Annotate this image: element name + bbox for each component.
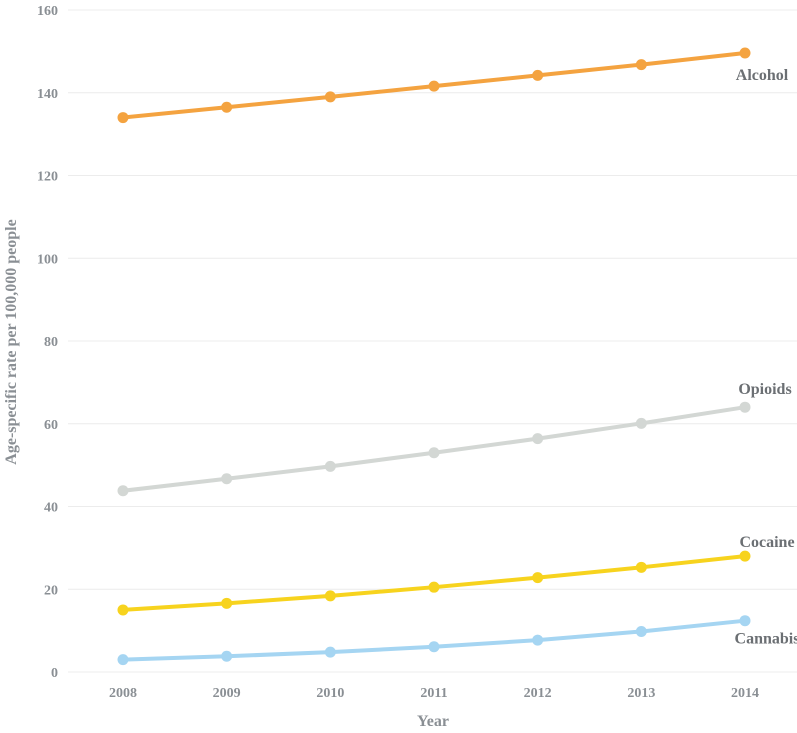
series-cocaine: Cocaine	[117, 534, 795, 616]
y-tick-label: 140	[37, 87, 58, 102]
grid	[68, 9, 797, 673]
y-tick-label: 20	[44, 583, 58, 598]
cocaine-point	[739, 550, 751, 562]
cannabis-point	[532, 634, 544, 646]
x-tick-label: 2009	[213, 686, 241, 701]
x-axis-title: Year	[417, 713, 449, 730]
cocaine-point	[324, 590, 336, 602]
y-tick-label: 100	[37, 252, 58, 267]
opioids-point	[739, 401, 751, 413]
cannabis-line	[121, 618, 747, 662]
series-group: Alcohol Opioids Cocaine Cannabis	[117, 47, 797, 666]
cocaine-point	[532, 572, 544, 584]
alcohol-point	[428, 80, 440, 92]
x-tick-label: 2010	[316, 686, 344, 701]
x-tick-label: 2008	[109, 686, 137, 701]
x-tick-label: 2011	[420, 686, 447, 701]
y-tick-label: 40	[44, 501, 58, 516]
cocaine-point	[428, 581, 440, 593]
series-cannabis: Cannabis	[117, 615, 797, 666]
alcohol-point	[324, 91, 336, 103]
x-tick-label: 2012	[524, 686, 552, 701]
opioids-point	[117, 485, 129, 497]
series-opioids: Opioids	[117, 381, 792, 497]
alcohol-point	[221, 101, 233, 113]
cocaine-label: Cocaine	[739, 534, 794, 551]
alcohol-point	[532, 69, 544, 81]
x-tick-label: 2014	[731, 686, 759, 701]
opioids-point	[635, 417, 647, 429]
cocaine-point	[635, 561, 647, 573]
x-axis: 2008 2009 2010 2011 2012 2013 2014	[109, 686, 759, 701]
y-axis: 0 20 40 60 80 100 120 140 160	[37, 4, 58, 681]
x-tick-label: 2013	[627, 686, 655, 701]
opioids-label: Opioids	[738, 381, 791, 398]
y-tick-label: 160	[37, 4, 58, 19]
alcohol-point	[635, 59, 647, 71]
cannabis-point	[221, 650, 233, 662]
opioids-point	[221, 473, 233, 485]
cocaine-point	[117, 604, 129, 616]
cannabis-point	[324, 646, 336, 658]
cannabis-point	[635, 625, 647, 637]
series-alcohol: Alcohol	[117, 47, 789, 124]
cannabis-label: Cannabis	[735, 631, 797, 648]
opioids-point	[324, 460, 336, 472]
alcohol-label: Alcohol	[736, 67, 789, 84]
alcohol-point	[117, 112, 129, 124]
y-axis-title: Age-specific rate per 100,000 people	[3, 219, 20, 464]
cannabis-point	[428, 641, 440, 653]
cannabis-point	[739, 615, 751, 627]
alcohol-point	[739, 47, 751, 59]
cannabis-point	[117, 654, 129, 666]
opioids-point	[428, 447, 440, 459]
y-tick-label: 60	[44, 418, 58, 433]
cocaine-point	[221, 597, 233, 609]
opioids-point	[532, 433, 544, 445]
y-tick-label: 80	[44, 335, 58, 350]
y-tick-label: 120	[37, 170, 58, 185]
y-tick-label: 0	[51, 666, 58, 681]
